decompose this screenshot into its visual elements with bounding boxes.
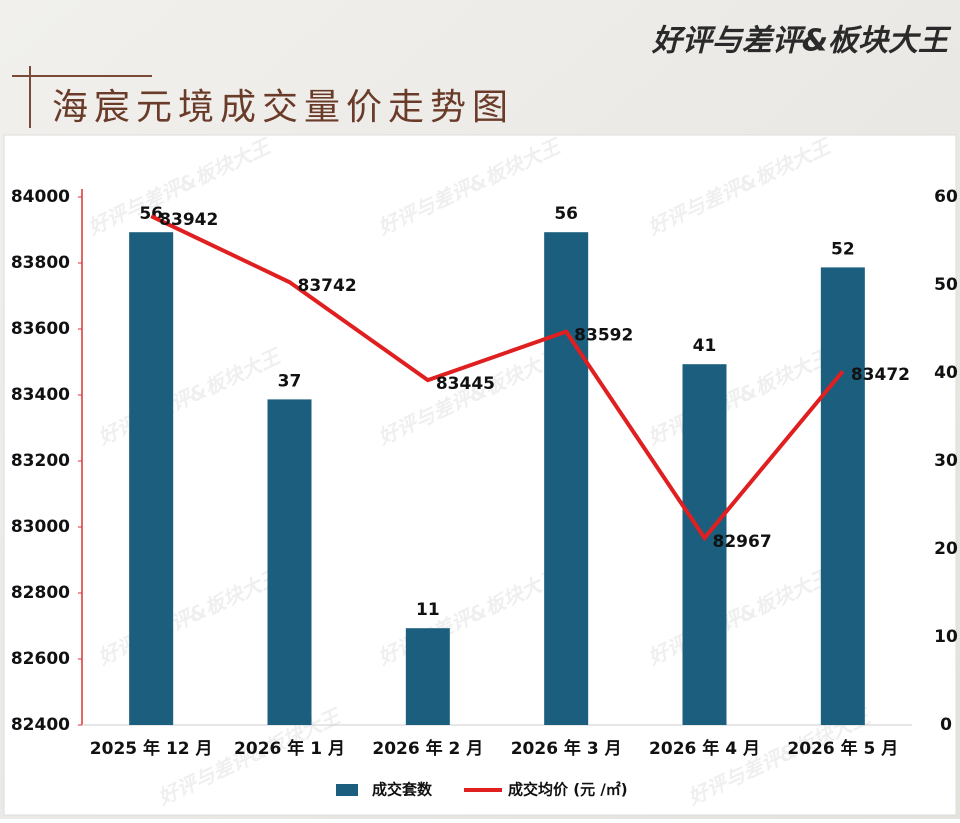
y2-tick-label: 0 <box>940 715 952 735</box>
y-tick-label: 82400 <box>11 715 70 735</box>
line-value-label: 83472 <box>851 365 910 385</box>
bar <box>820 267 865 725</box>
bar-value-label: 11 <box>416 600 440 620</box>
legend-swatch <box>336 784 358 796</box>
chart-title: 海宸元境成交量价走势图 <box>52 87 514 128</box>
bar-value-label: 41 <box>693 336 717 356</box>
y-tick-label: 82800 <box>11 583 70 603</box>
y2-tick-label: 30 <box>934 451 958 471</box>
bar-value-label: 52 <box>831 239 855 259</box>
x-tick-label: 2026 年 4 月 <box>649 738 760 759</box>
y-tick-label: 82600 <box>11 649 70 669</box>
y-tick-label: 83800 <box>11 253 70 273</box>
legend-label: 成交套数 <box>372 781 433 799</box>
brand-logo: 好评与差评&板块大王 <box>651 24 952 59</box>
y2-tick-label: 10 <box>934 627 958 647</box>
y2-tick-label: 20 <box>934 539 958 559</box>
y-tick-label: 84000 <box>11 187 70 207</box>
line-value-label: 83742 <box>298 276 357 296</box>
x-tick-label: 2026 年 5 月 <box>787 738 898 759</box>
bar-value-label: 37 <box>278 371 302 391</box>
y-tick-label: 83000 <box>11 517 70 537</box>
y2-tick-label: 50 <box>934 275 958 295</box>
line-value-label: 83592 <box>574 326 633 346</box>
x-tick-label: 2026 年 3 月 <box>511 738 622 759</box>
line-value-label: 83445 <box>436 374 495 394</box>
y-tick-label: 83600 <box>11 319 70 339</box>
y-tick-label: 83200 <box>11 451 70 471</box>
line <box>150 214 845 542</box>
y2-tick-label: 60 <box>934 187 958 207</box>
bar <box>544 232 589 725</box>
x-tick-label: 2026 年 1 月 <box>234 738 345 759</box>
legend-label: 成交均价 (元 /㎡) <box>508 781 628 799</box>
x-tick-label: 2026 年 2 月 <box>372 738 483 759</box>
line-value-label: 83942 <box>159 210 218 230</box>
bar <box>682 364 727 725</box>
bar <box>129 232 174 725</box>
bar <box>405 628 450 725</box>
x-tick-label: 2025 年 12 月 <box>90 738 213 759</box>
bar-value-label: 56 <box>554 204 578 224</box>
y-tick-label: 83400 <box>11 385 70 405</box>
y2-tick-label: 40 <box>934 363 958 383</box>
line-value-label: 82967 <box>713 532 772 552</box>
bar <box>267 399 312 725</box>
